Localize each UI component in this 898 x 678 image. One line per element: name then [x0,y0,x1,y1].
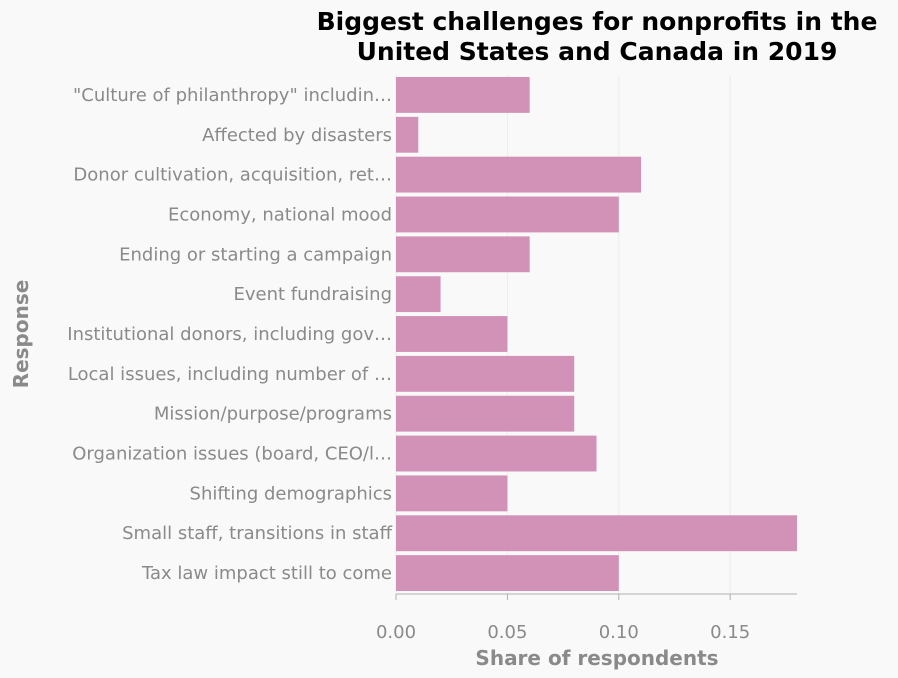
x-tick-label: 0.05 [487,622,527,643]
category-label: Event fundraising [233,284,392,305]
category-label: Institutional donors, including gov… [67,324,392,345]
x-tick-label: 0.10 [599,622,639,643]
bar [396,236,530,273]
category-label: Ending or starting a campaign [119,244,392,265]
bar [396,76,530,113]
category-label: Donor cultivation, acquisition, ret… [73,165,392,186]
bar [396,515,797,552]
x-tick-label: 0.00 [376,622,416,643]
category-label: "Culture of philanthropy" includin… [73,85,392,106]
category-labels: "Culture of philanthropy" includin… Affec… [67,85,392,584]
x-axis-ticks: 0.00 0.05 0.10 0.15 [376,594,750,643]
bar [396,435,597,472]
category-label: Local issues, including number of … [68,364,392,385]
category-label: Organization issues (board, CEO/l… [72,444,392,465]
bar [396,355,575,392]
category-label: Tax law impact still to come [141,563,392,584]
category-label: Economy, national mood [168,204,392,225]
category-label: Affected by disasters [202,125,392,146]
category-label: Small staff, transitions in staff [122,523,392,544]
bar [396,116,419,153]
category-label: Shifting demographics [190,483,392,504]
chart-title-line-1: Biggest challenges for nonprofits in the [317,7,878,36]
y-axis-title: Response [9,280,33,389]
x-axis-title: Share of respondents [475,646,718,670]
bar [396,156,642,193]
bar [396,196,619,233]
bar [396,555,619,592]
bar [396,316,508,352]
bars [396,76,797,592]
bar [396,475,508,512]
category-label: Mission/purpose/programs [154,404,392,425]
x-tick-label: 0.15 [710,622,750,643]
bar [396,276,441,313]
chart-title-line-2: United States and Canada in 2019 [357,37,838,66]
bar [396,395,575,432]
